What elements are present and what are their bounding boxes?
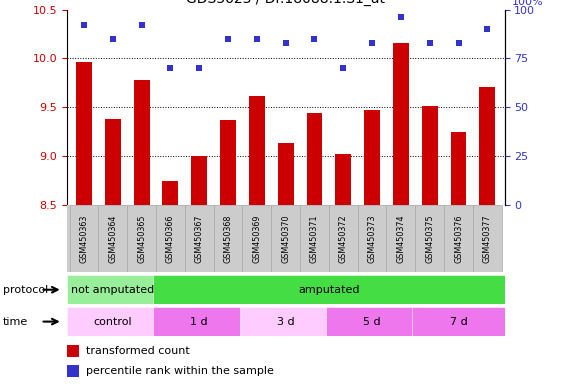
Text: GSM450370: GSM450370 [281, 214, 290, 263]
Text: transformed count: transformed count [86, 346, 190, 356]
Bar [156, 205, 185, 272]
Bar [185, 205, 213, 272]
Text: GSM450365: GSM450365 [137, 214, 146, 263]
Text: GSM450368: GSM450368 [223, 215, 233, 263]
Bar [67, 307, 159, 336]
Text: GSM450369: GSM450369 [252, 214, 262, 263]
Text: GSM450366: GSM450366 [166, 215, 175, 263]
Text: 3 d: 3 d [277, 316, 295, 327]
Text: GSM450377: GSM450377 [483, 214, 492, 263]
Bar [67, 345, 79, 357]
Text: 5 d: 5 d [363, 316, 381, 327]
Point [137, 22, 146, 28]
Text: control: control [93, 316, 132, 327]
Bar [242, 205, 271, 272]
Point [454, 40, 463, 46]
Point [166, 65, 175, 71]
Point [396, 14, 405, 20]
Text: 100%: 100% [512, 0, 543, 7]
Bar [412, 307, 505, 336]
Title: GDS3623 / Dr.18088.1.S1_at: GDS3623 / Dr.18088.1.S1_at [186, 0, 385, 6]
Text: GSM450376: GSM450376 [454, 214, 463, 263]
Point [483, 26, 492, 32]
Bar [133, 80, 150, 205]
Bar [422, 106, 438, 205]
Text: amputated: amputated [298, 285, 360, 295]
Bar [67, 275, 159, 304]
Text: GSM450375: GSM450375 [425, 214, 434, 263]
Bar [271, 205, 300, 272]
Point [108, 36, 117, 42]
Point [194, 65, 204, 71]
Text: 7 d: 7 d [450, 316, 467, 327]
Bar [153, 307, 245, 336]
Point [223, 36, 233, 42]
Bar [480, 87, 495, 205]
Text: GSM450367: GSM450367 [195, 214, 204, 263]
Bar [473, 205, 502, 272]
Bar [329, 205, 358, 272]
Text: GSM450374: GSM450374 [396, 214, 405, 263]
Bar [278, 142, 293, 205]
Text: GSM450372: GSM450372 [339, 214, 348, 263]
Bar [70, 205, 99, 272]
Bar [76, 62, 92, 205]
Bar [364, 110, 380, 205]
Bar [386, 205, 415, 272]
Bar [307, 113, 322, 205]
Bar [191, 156, 207, 205]
Text: GSM450373: GSM450373 [368, 214, 376, 263]
Point [310, 36, 319, 42]
Bar [358, 205, 386, 272]
Bar [99, 205, 127, 272]
Bar [213, 205, 242, 272]
Bar [335, 154, 351, 205]
Bar [105, 119, 121, 205]
Text: not amputated: not amputated [71, 285, 154, 295]
Text: percentile rank within the sample: percentile rank within the sample [86, 366, 274, 376]
Bar [162, 180, 178, 205]
Text: GSM450364: GSM450364 [108, 215, 117, 263]
Text: protocol: protocol [3, 285, 48, 295]
Bar [67, 365, 79, 377]
Text: time: time [3, 316, 28, 327]
Text: 1 d: 1 d [190, 316, 208, 327]
Point [252, 36, 262, 42]
Bar [249, 96, 264, 205]
Bar [300, 205, 329, 272]
Bar [240, 307, 332, 336]
Point [339, 65, 348, 71]
Bar [415, 205, 444, 272]
Bar [127, 205, 156, 272]
Bar [444, 205, 473, 272]
Bar [153, 275, 505, 304]
Bar [220, 120, 236, 205]
Point [281, 40, 291, 46]
Point [425, 40, 434, 46]
Point [368, 40, 377, 46]
Bar [393, 43, 409, 205]
Point [79, 22, 89, 28]
Bar [451, 132, 466, 205]
Text: GSM450371: GSM450371 [310, 214, 319, 263]
Text: GSM450363: GSM450363 [79, 215, 89, 263]
Bar [326, 307, 418, 336]
